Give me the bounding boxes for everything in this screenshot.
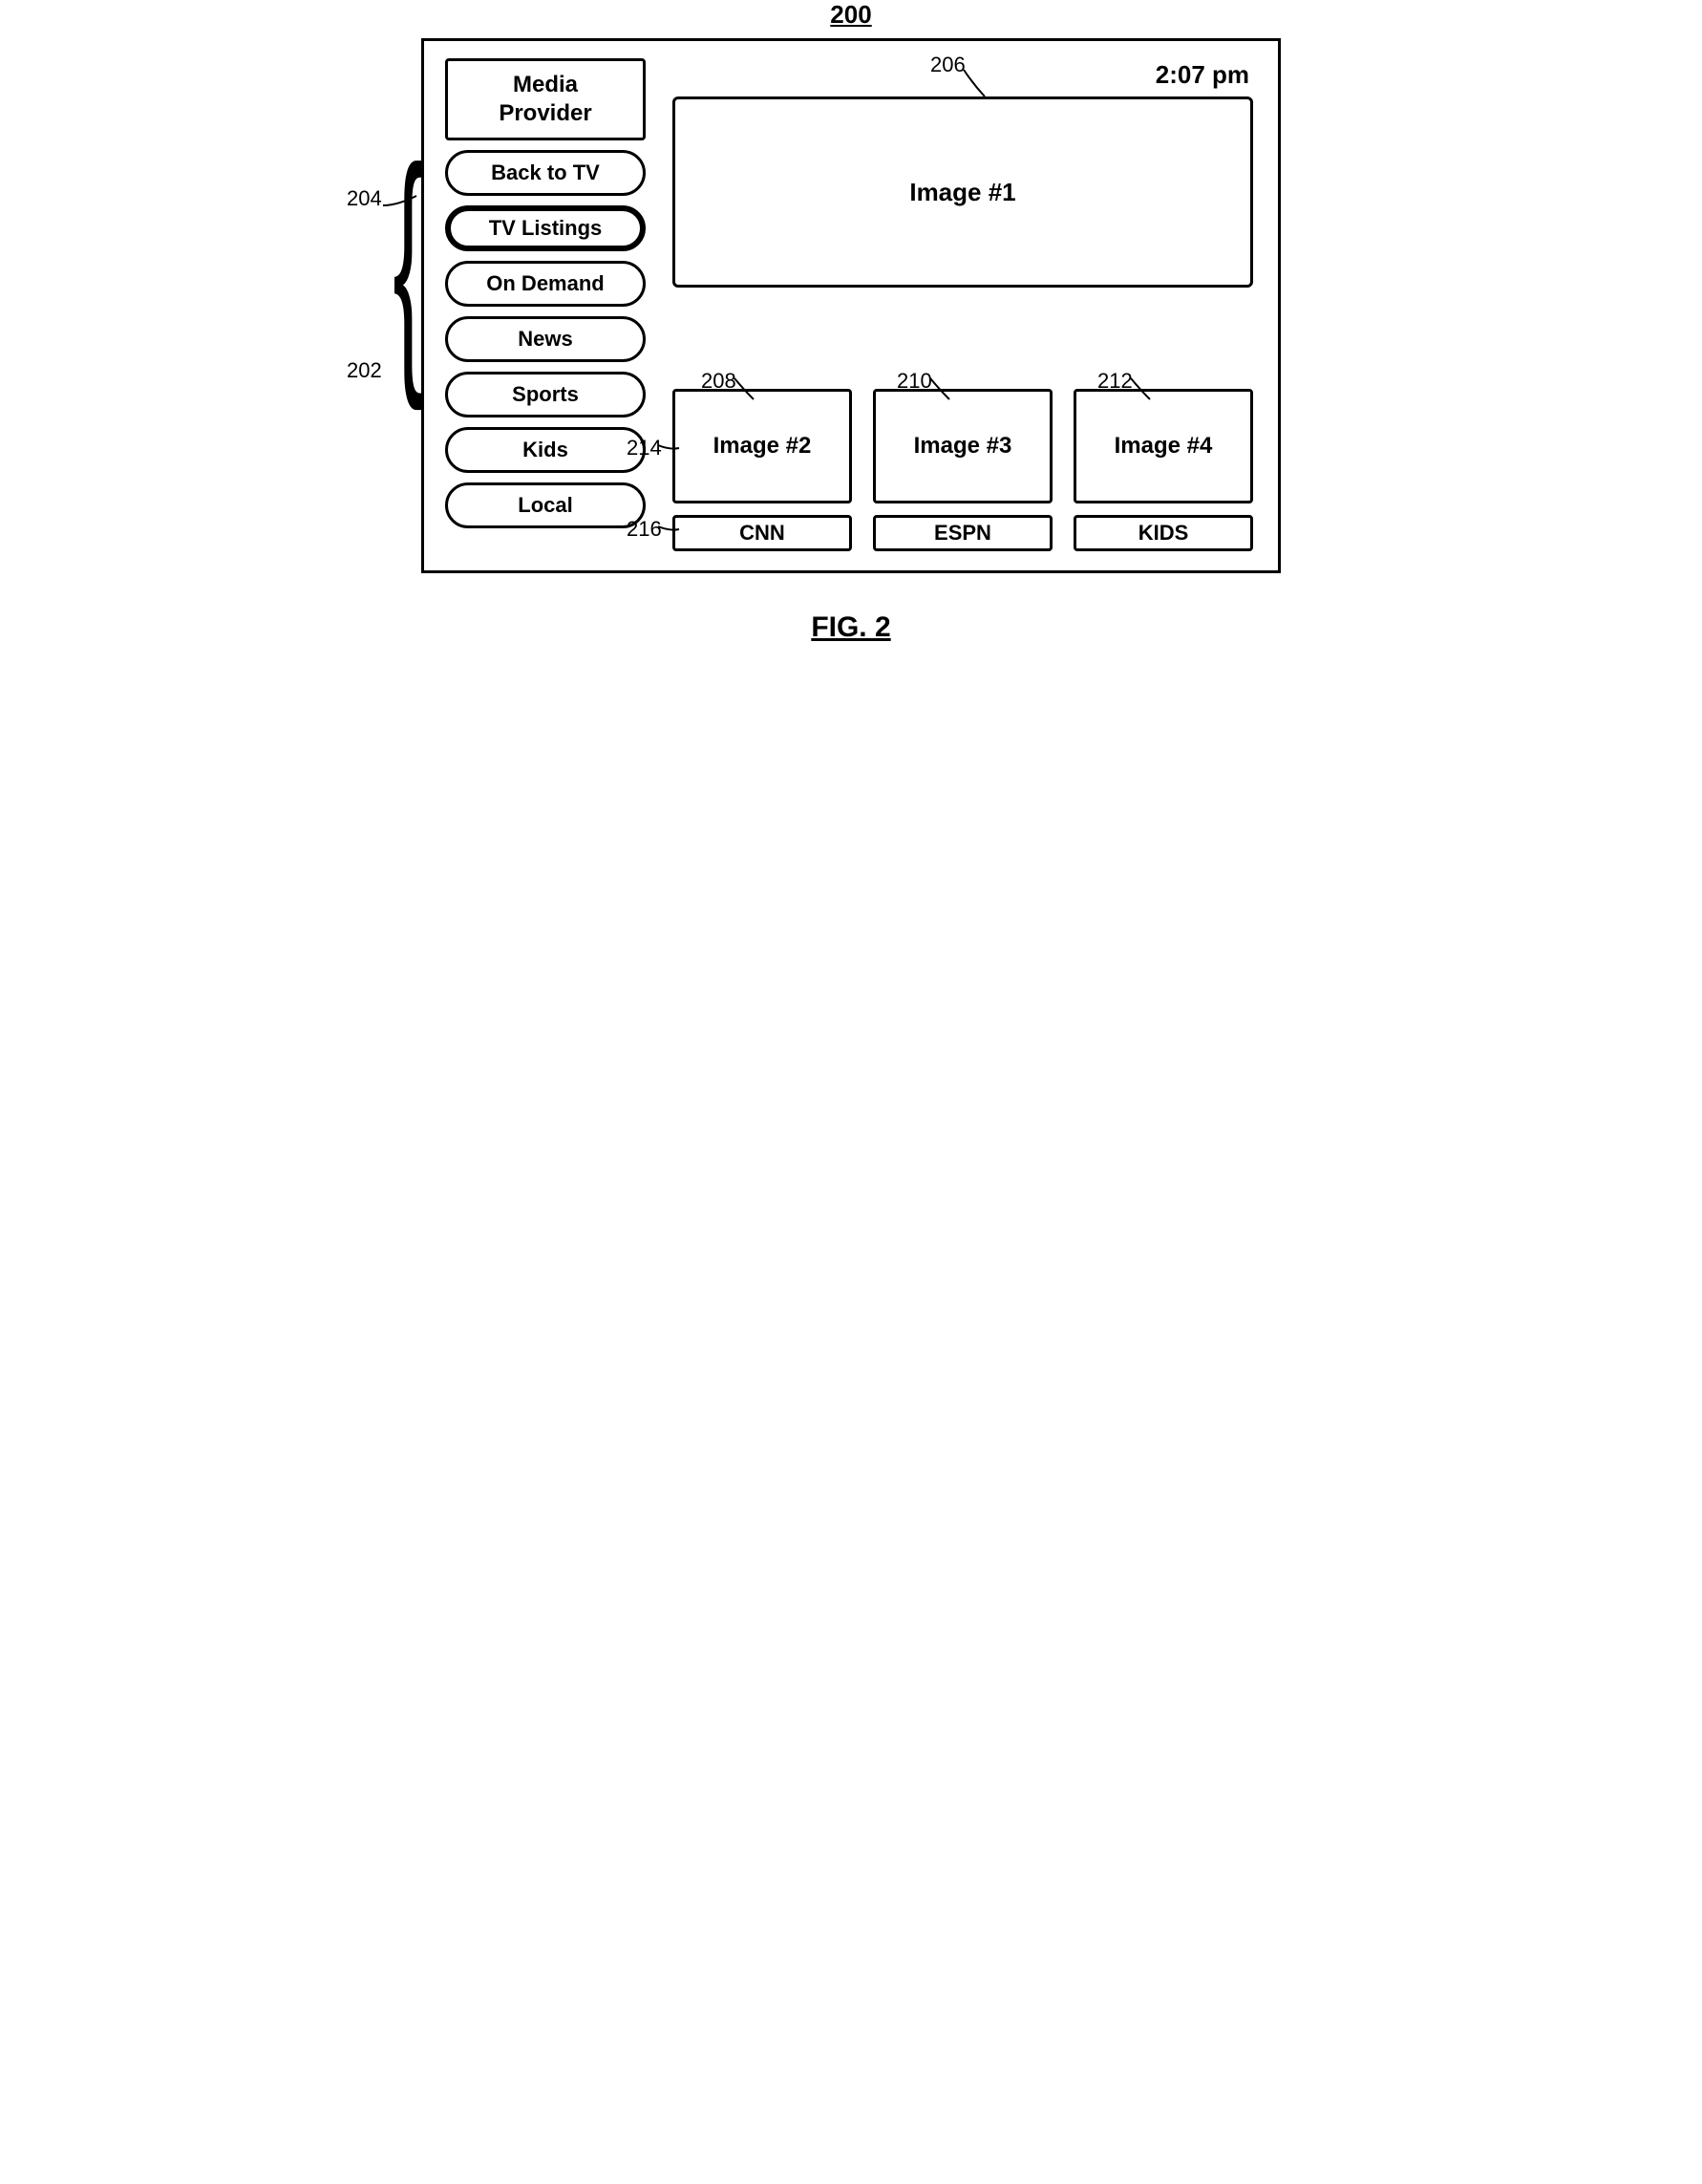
figure-number-top: 200: [830, 0, 871, 30]
callout-204: 204: [347, 186, 382, 211]
thumb-1[interactable]: Image #2: [672, 389, 852, 503]
menu-kids[interactable]: Kids: [445, 427, 646, 473]
thumb-3-label: Image #4: [1115, 433, 1213, 460]
media-provider-box: MediaProvider: [445, 58, 646, 140]
menu-on-demand[interactable]: On Demand: [445, 261, 646, 307]
menu-news[interactable]: News: [445, 316, 646, 362]
thumb-3[interactable]: Image #4: [1074, 389, 1253, 503]
figure-caption: FIG. 2: [421, 611, 1281, 644]
channel-label-1[interactable]: CNN: [672, 515, 852, 551]
thumb-1-label: Image #2: [713, 433, 812, 460]
clock-text: 2:07 pm: [1156, 60, 1249, 90]
menu-sports[interactable]: Sports: [445, 372, 646, 418]
callout-206: 206: [930, 53, 966, 77]
channel-label-3[interactable]: KIDS: [1074, 515, 1253, 551]
channel-label-2[interactable]: ESPN: [873, 515, 1053, 551]
thumb-2-label: Image #3: [914, 433, 1012, 460]
thumb-2[interactable]: Image #3: [873, 389, 1053, 503]
callout-216: 216: [627, 517, 662, 542]
channel-1-text: CNN: [739, 521, 785, 546]
channel-3-text: KIDS: [1138, 521, 1189, 546]
menu-tv-listings[interactable]: TV Listings: [445, 205, 646, 251]
sidebar: MediaProvider Back to TV TV Listings On …: [445, 58, 646, 528]
callout-202: 202: [347, 358, 382, 383]
hero-image-box[interactable]: Image #1: [672, 96, 1253, 288]
menu-back-to-tv[interactable]: Back to TV: [445, 150, 646, 196]
tv-screen: 2:07 pm MediaProvider Back to TV TV List…: [421, 38, 1281, 573]
main-content-area: 206 Image #1 208 210 212 214 216 Image #…: [672, 96, 1253, 551]
channel-2-text: ESPN: [934, 521, 991, 546]
thumbnail-row: Image #2 Image #3 Image #4: [672, 389, 1253, 503]
menu-local[interactable]: Local: [445, 482, 646, 528]
channel-label-row: CNN ESPN KIDS: [672, 515, 1253, 551]
menu-brace: {: [393, 129, 424, 396]
hero-image-label: Image #1: [909, 178, 1015, 207]
media-provider-label: MediaProvider: [499, 72, 591, 126]
callout-214: 214: [627, 436, 662, 460]
